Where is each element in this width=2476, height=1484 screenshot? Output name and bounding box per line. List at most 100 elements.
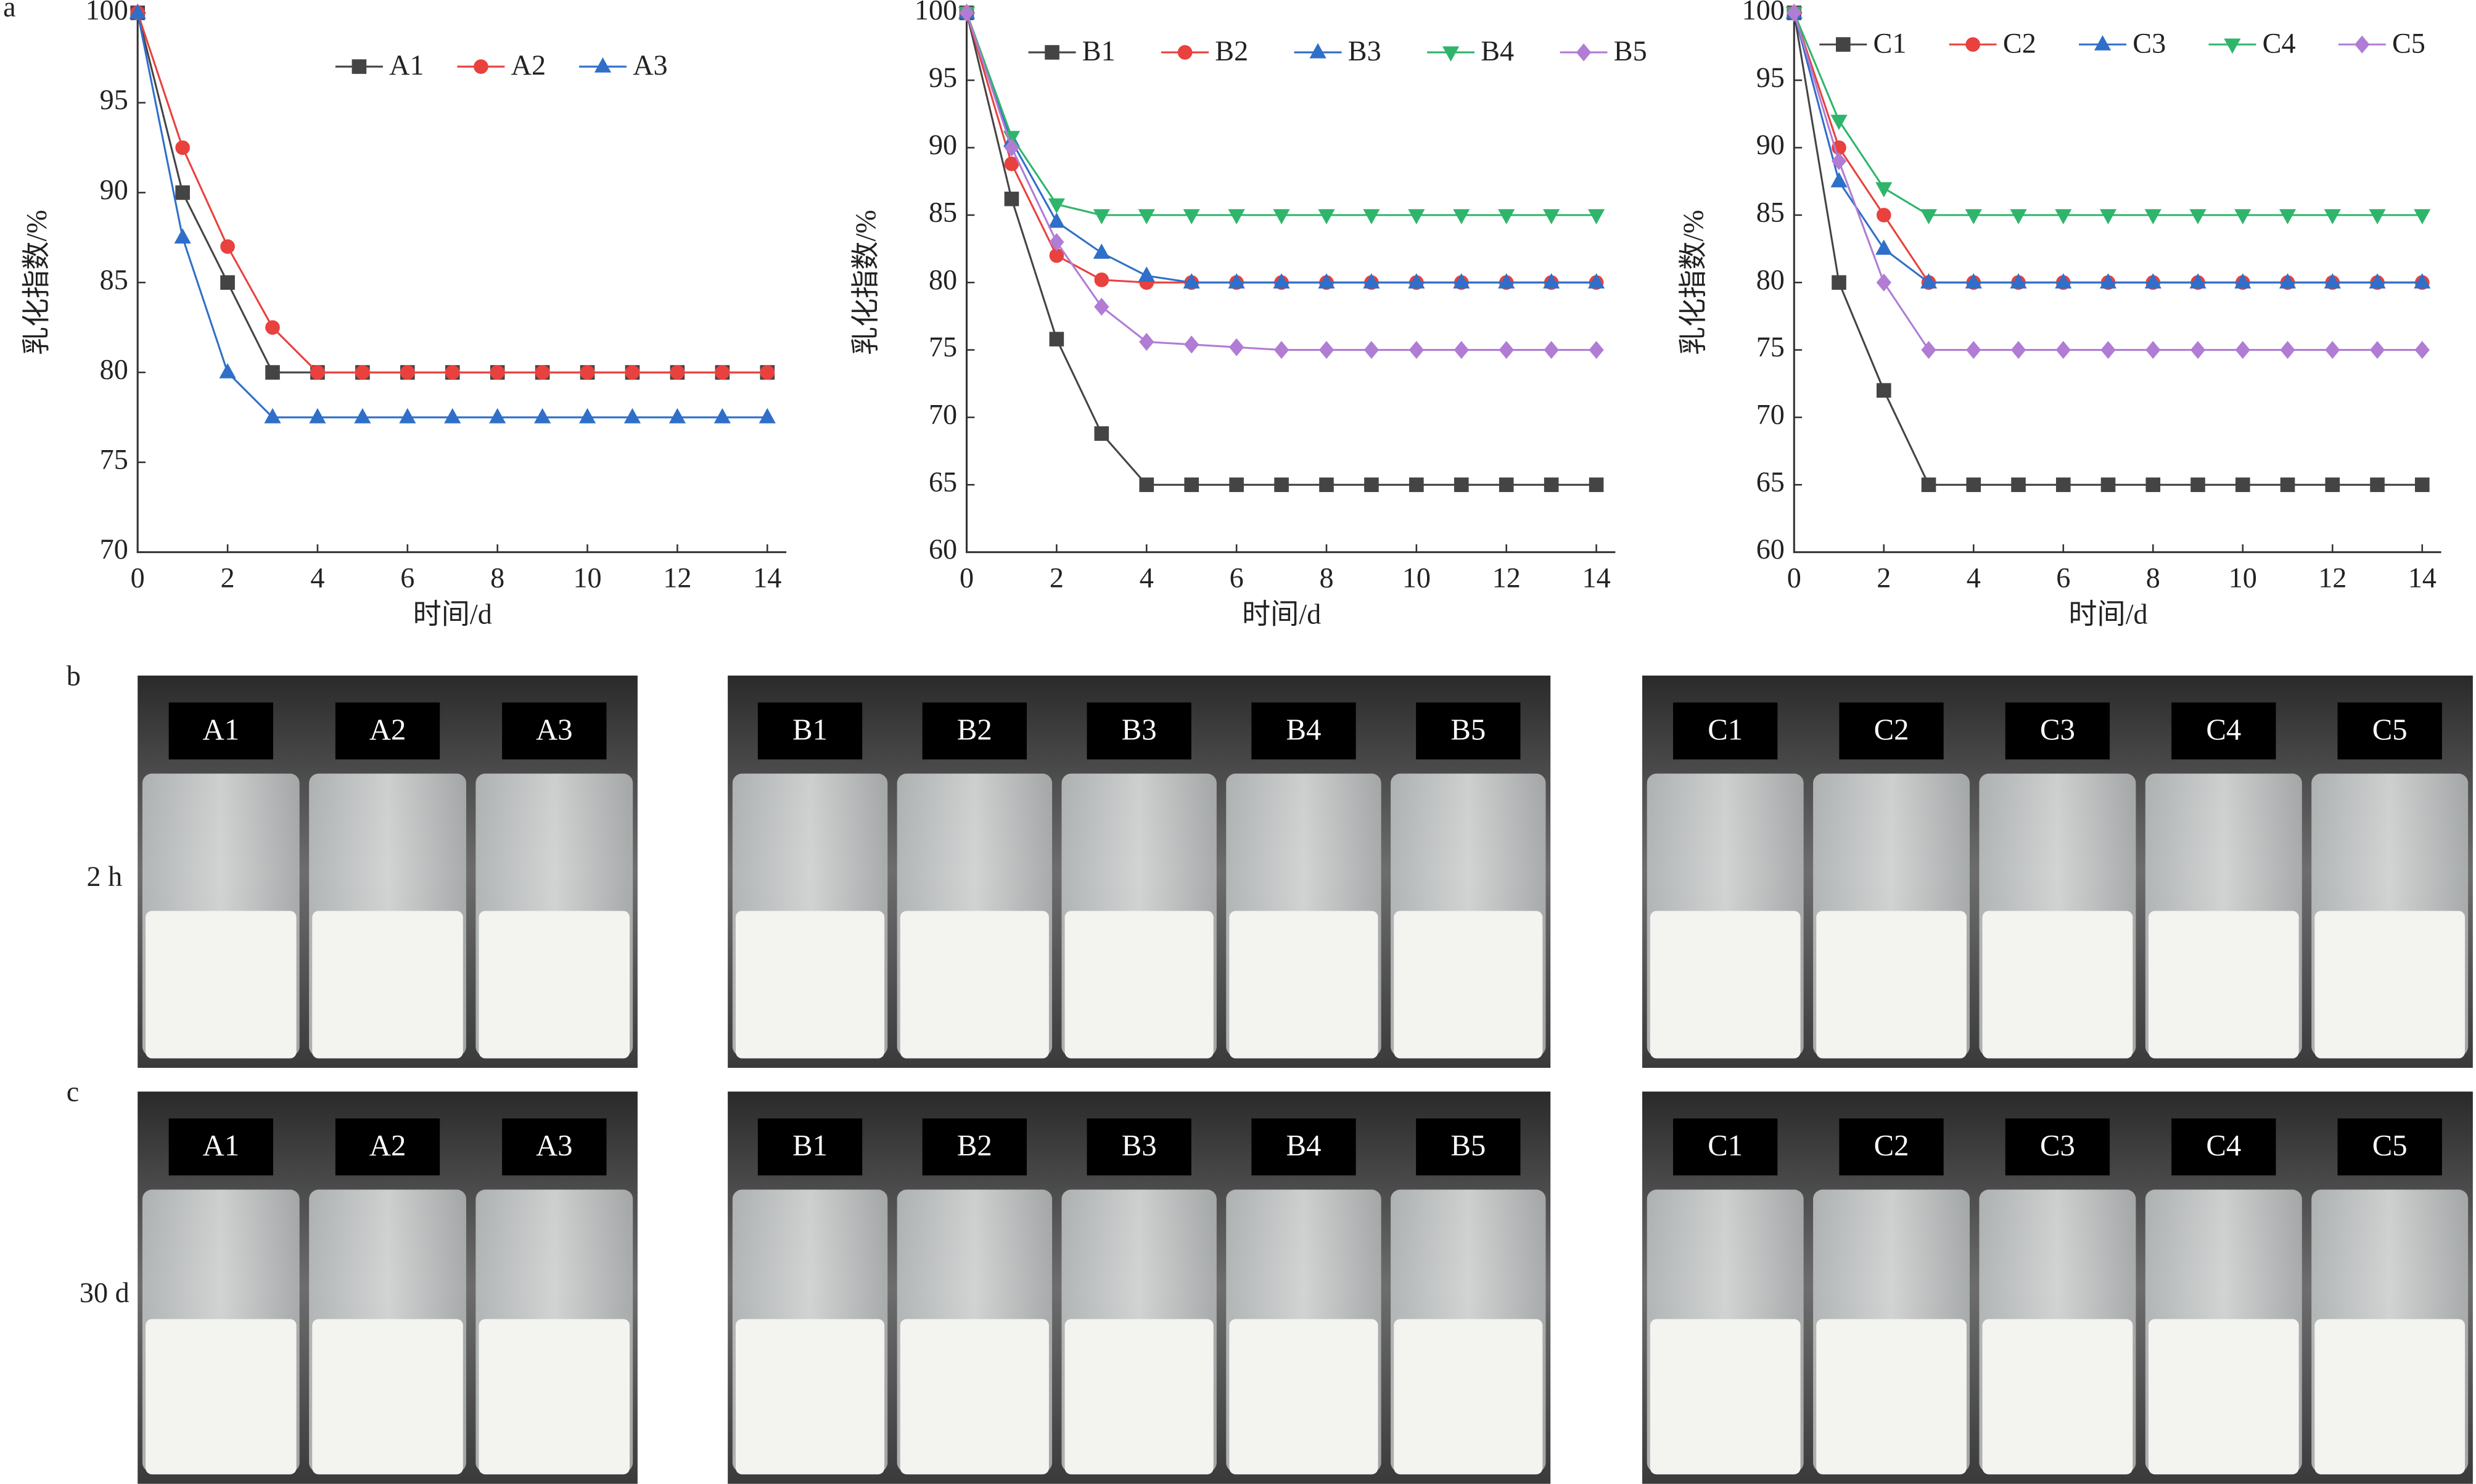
emulsion	[735, 911, 885, 1059]
vial-label: B5	[1450, 1129, 1486, 1162]
y-tick-label: 60	[929, 533, 957, 565]
marker	[490, 365, 505, 380]
series-line	[136, 12, 768, 374]
marker	[1049, 233, 1064, 252]
label-bg	[1416, 1118, 1521, 1176]
vial-label: B3	[1122, 1129, 1157, 1162]
marker	[959, 4, 974, 22]
marker	[1498, 273, 1515, 289]
marker	[1093, 209, 1110, 224]
legend-label: B1	[1082, 35, 1116, 67]
marker	[219, 363, 236, 379]
marker	[1004, 156, 1019, 171]
label-bg	[1251, 1118, 1356, 1176]
vial-label: C5	[2372, 713, 2408, 746]
marker	[2100, 341, 2116, 359]
label-bg	[2337, 1118, 2442, 1176]
vial-label: B2	[957, 713, 992, 746]
marker	[2010, 209, 2027, 224]
emulsion	[146, 911, 297, 1059]
marker	[1543, 273, 1560, 289]
vial-label: B4	[1286, 1129, 1322, 1162]
vial-label-box: B3	[1087, 702, 1191, 760]
x-tick-label: 2	[221, 562, 235, 593]
marker	[1094, 273, 1109, 287]
marker	[2010, 273, 2027, 289]
panel-letter: a	[3, 0, 15, 22]
legend-label: A3	[633, 49, 667, 81]
marker	[1364, 477, 1379, 493]
marker	[1318, 341, 1335, 359]
emulsion	[2148, 911, 2299, 1059]
marker	[2190, 477, 2205, 493]
marker	[265, 365, 280, 380]
marker	[2369, 209, 2386, 224]
x-tick-label: 6	[400, 562, 414, 593]
y-tick-label: 95	[929, 62, 957, 93]
marker	[1453, 273, 1470, 289]
y-tick-label: 80	[1756, 264, 1785, 295]
vial-label: C2	[1874, 1129, 1909, 1162]
vial-label: C2	[1874, 713, 1909, 746]
marker	[175, 185, 190, 200]
emulsion	[1064, 911, 1214, 1059]
y-tick-label: 80	[100, 354, 128, 385]
marker	[1004, 138, 1019, 157]
vial-label: A1	[203, 713, 240, 746]
marker	[1921, 477, 1936, 493]
marker	[220, 239, 235, 254]
marker	[2279, 273, 2297, 289]
marker	[2099, 273, 2117, 289]
panel-letter: b	[67, 660, 81, 691]
marker	[759, 408, 776, 424]
x-tick-label: 0	[131, 562, 145, 593]
emulsion	[1394, 1319, 1543, 1475]
y-tick-label: 90	[1756, 129, 1785, 160]
marker	[594, 57, 612, 73]
x-tick-label: 14	[753, 562, 781, 593]
emulsion	[1650, 1319, 1801, 1475]
vial-label: B4	[1286, 713, 1322, 746]
x-tick-label: 0	[1787, 562, 1801, 593]
marker	[1965, 209, 1982, 224]
row-label: 30 d	[80, 1277, 130, 1308]
marker	[2010, 341, 2026, 359]
marker	[399, 408, 416, 424]
marker	[1589, 341, 1604, 359]
marker	[1273, 273, 1290, 289]
label-bg	[168, 702, 273, 760]
marker	[1499, 477, 1514, 493]
marker	[1228, 273, 1245, 289]
x-tick-label: 14	[2408, 562, 2437, 593]
emulsion	[479, 1319, 630, 1475]
marker	[1543, 209, 1560, 224]
x-tick-label: 8	[1319, 562, 1333, 593]
marker	[2414, 209, 2431, 224]
label-bg	[2171, 702, 2276, 760]
series-line	[136, 12, 768, 374]
emulsion	[1229, 1319, 1378, 1475]
x-axis-label: 时间/d	[1242, 598, 1321, 629]
y-tick-label: 100	[915, 0, 957, 25]
vial-label-box: B5	[1416, 702, 1521, 760]
marker	[2055, 209, 2072, 224]
marker	[1318, 209, 1335, 224]
vial-label: B1	[792, 713, 828, 746]
marker	[578, 408, 596, 424]
marker	[1004, 191, 1019, 207]
marker	[265, 320, 280, 335]
x-tick-label: 10	[2229, 562, 2257, 593]
marker	[1408, 209, 1425, 224]
y-tick-label: 95	[100, 84, 128, 115]
marker	[1094, 298, 1109, 316]
series-line	[136, 12, 768, 419]
vial-label: B5	[1450, 713, 1486, 746]
y-axis-label: 乳化指数/%	[1677, 210, 1709, 355]
y-tick-label: 95	[1756, 62, 1785, 93]
vial-label-box: A1	[168, 1118, 273, 1176]
y-tick-label: 85	[100, 264, 128, 295]
x-tick-label: 2	[1050, 562, 1064, 593]
label-bg	[1673, 702, 1778, 760]
marker	[2234, 273, 2252, 289]
y-tick-label: 70	[929, 399, 957, 430]
